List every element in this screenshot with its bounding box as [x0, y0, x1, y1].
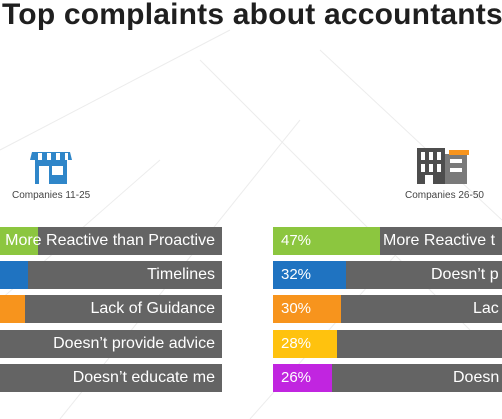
- bar-row: 26% Doesn: [273, 364, 502, 392]
- group-label-11-25: Companies 11-25: [12, 190, 91, 201]
- bar-fill: [0, 227, 38, 255]
- bar-value-label: 32%: [281, 266, 312, 283]
- bar-category-label: Doesn: [453, 369, 500, 386]
- bar-category-label: Doesn’t p: [431, 266, 499, 283]
- bar-fill: [273, 227, 380, 255]
- bar-row: 28%: [273, 330, 502, 358]
- bar-fill: [273, 330, 337, 358]
- bar-row: 47% More Reactive t: [273, 227, 502, 255]
- bar-row: Doesn’t educate me: [0, 364, 222, 392]
- bar-row: Doesn’t provide advice: [0, 330, 222, 358]
- bar-row: More Reactive than Proactive: [0, 227, 222, 255]
- office-building-icon: [417, 148, 469, 184]
- bar-category-label: Lac: [473, 300, 499, 317]
- bar-fill: [273, 364, 332, 392]
- bar-fill: [0, 295, 25, 323]
- bar-row: 30% Lac: [273, 295, 502, 323]
- bar-category-label: More Reactive t: [383, 232, 496, 249]
- bar-fill: [273, 261, 346, 289]
- bar-value-label: 30%: [281, 300, 312, 317]
- bar-fill: [273, 295, 341, 323]
- bar-category-label: Lack of Guidance: [90, 300, 215, 317]
- page-title: Top complaints about accountants: [2, 0, 502, 31]
- bar-category-label: Timelines: [147, 266, 215, 283]
- bar-value-label: 28%: [281, 335, 312, 352]
- bar-row: Lack of Guidance: [0, 295, 222, 323]
- bar-value-label: 47%: [281, 232, 312, 249]
- bar-category-label: Doesn’t provide advice: [53, 335, 215, 352]
- bar-category-label: Doesn’t educate me: [72, 369, 215, 386]
- bar-value-label: 26%: [281, 369, 312, 386]
- bar-row: Timelines: [0, 261, 222, 289]
- shop-awning-icon: [30, 152, 72, 184]
- bar-category-label: More Reactive than Proactive: [5, 232, 215, 249]
- group-label-26-50: Companies 26-50: [405, 190, 484, 201]
- bar-row: 32% Doesn’t p: [273, 261, 502, 289]
- bar-fill: [0, 261, 28, 289]
